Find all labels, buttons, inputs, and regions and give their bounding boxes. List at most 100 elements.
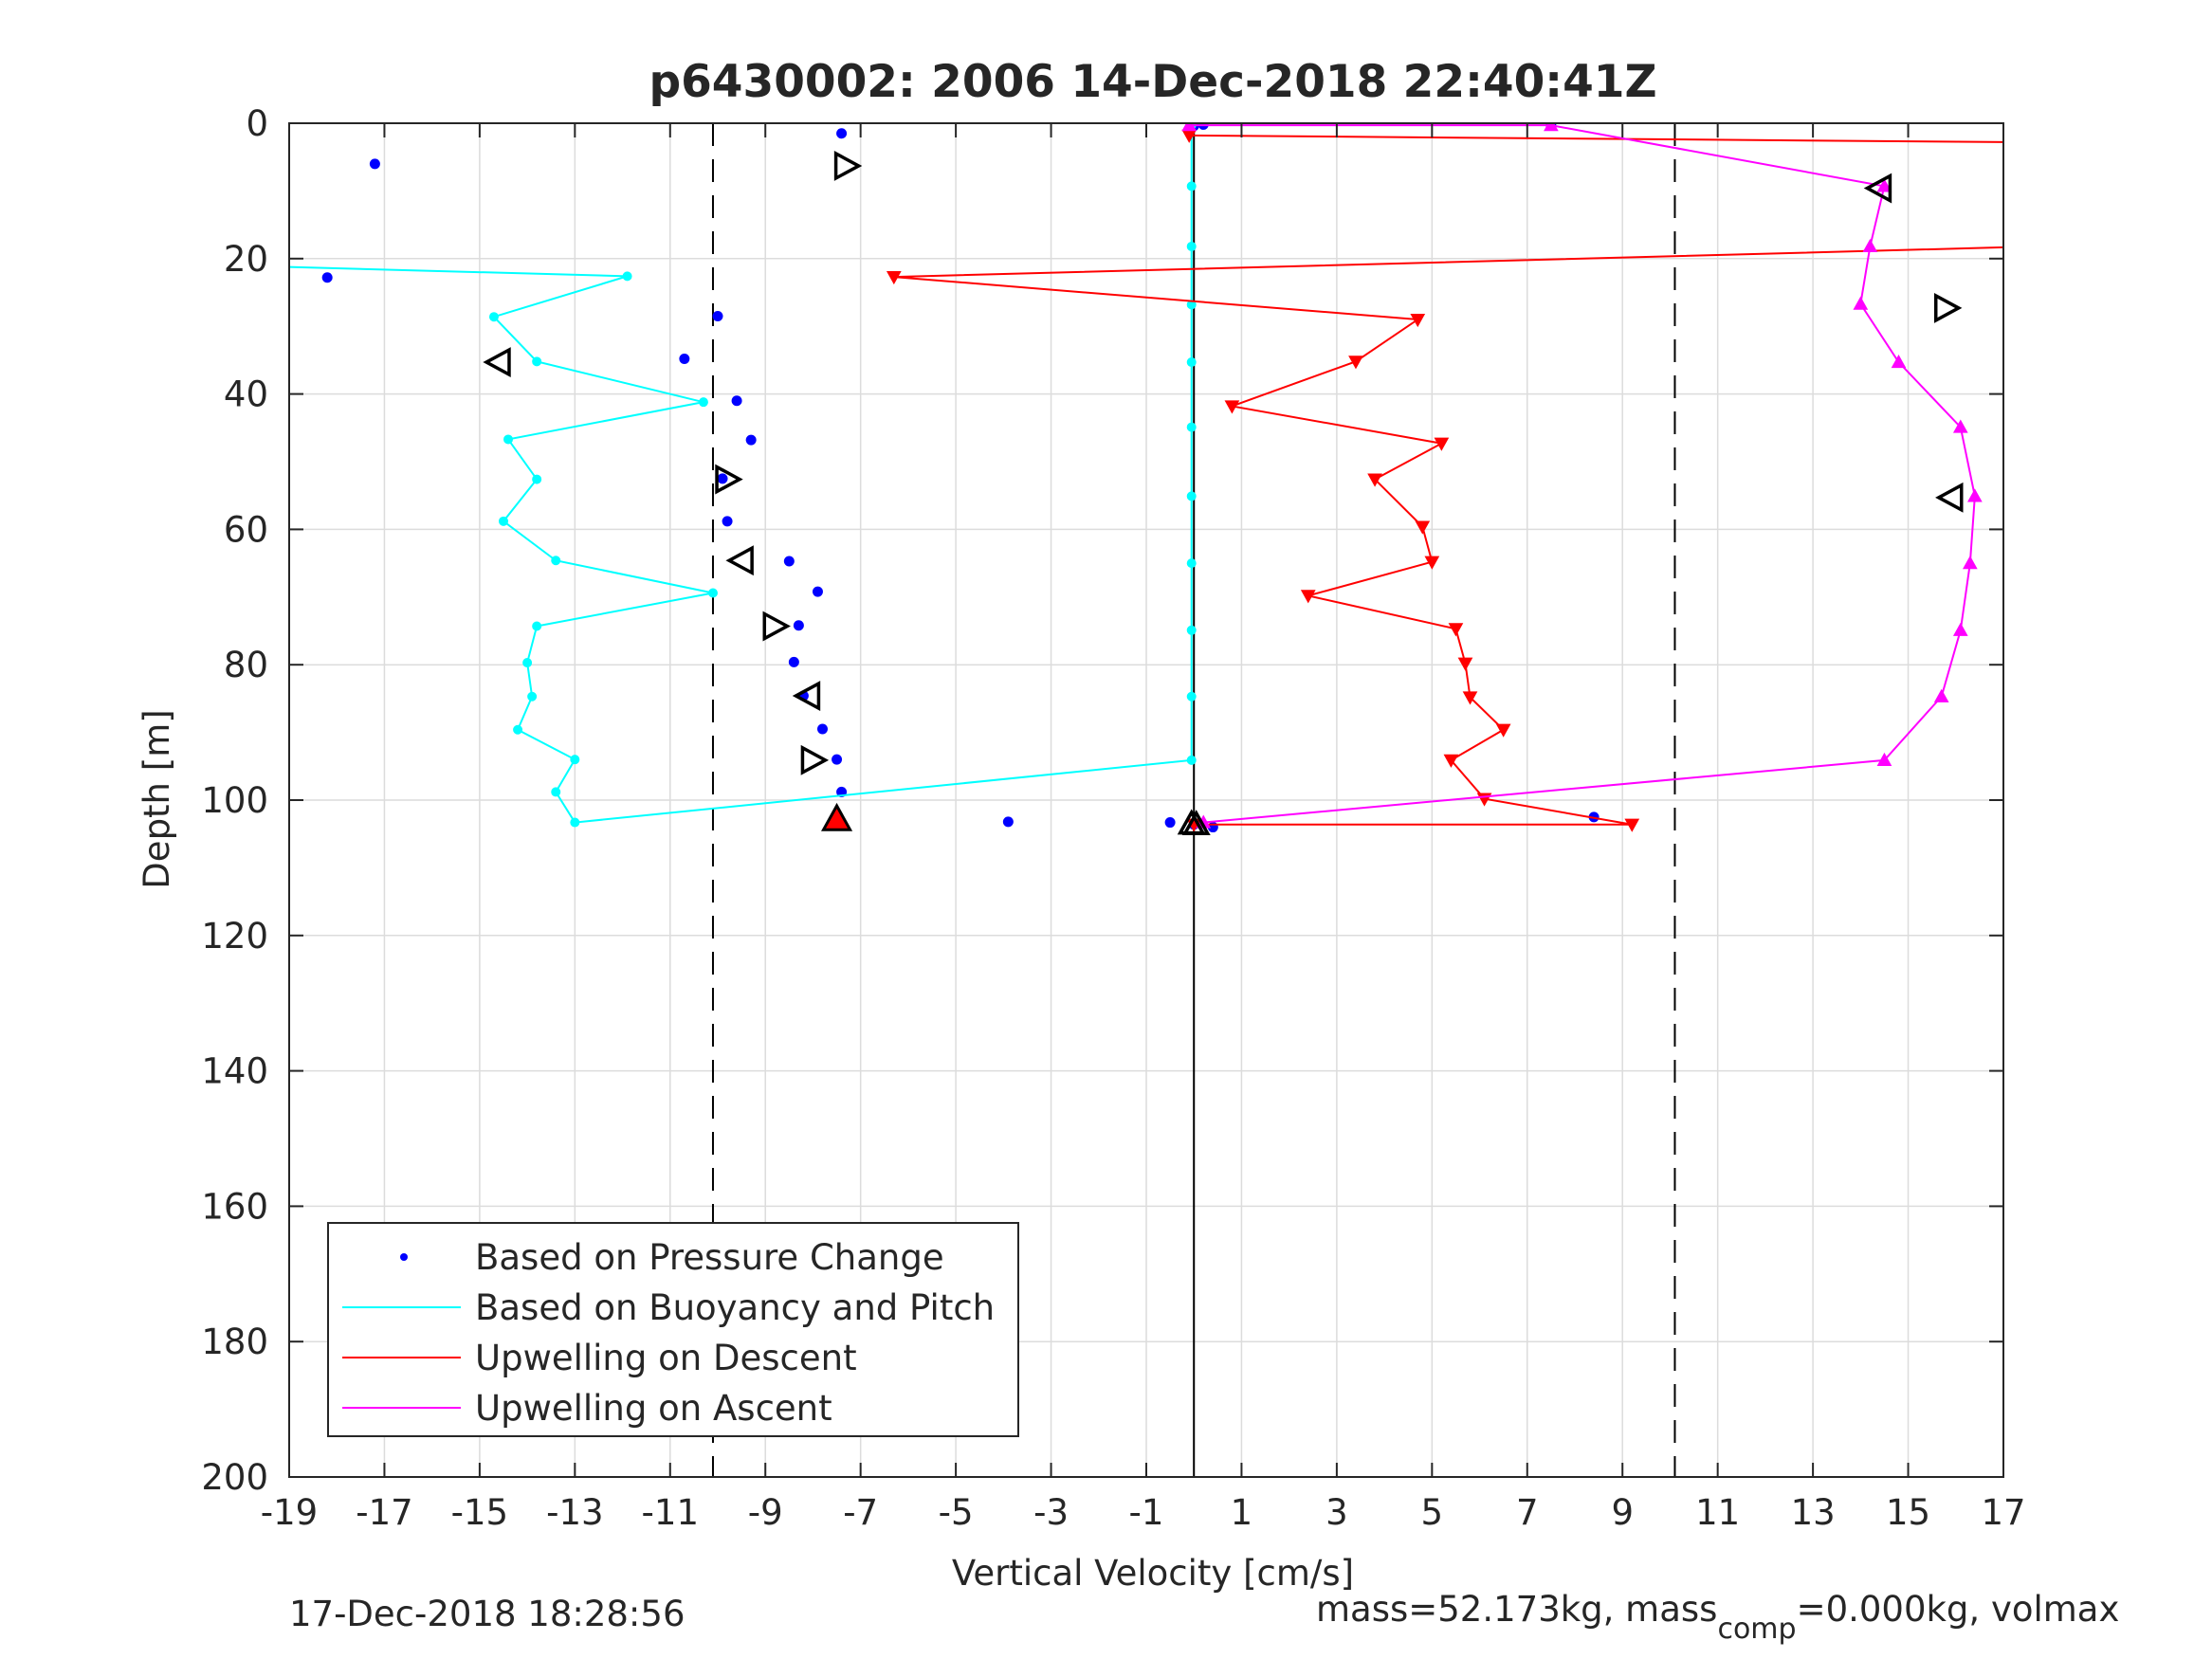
based-on-pressure-changepoint [1164, 817, 1176, 829]
red-up-triangle-marker [821, 802, 853, 831]
x-tick-label: -3 [1033, 1492, 1069, 1533]
x-tick-label: 7 [1516, 1492, 1539, 1533]
upwelling-on-descentpoint [2006, 137, 2020, 149]
x-tick-label: -17 [356, 1492, 412, 1533]
based-on-buoyancy-and-pitchpoint [513, 724, 523, 735]
based-on-buoyancy-and-pitchpoint [488, 312, 499, 322]
upwelling-on-ascentpoint [1876, 752, 1892, 766]
y-tick-label: 100 [201, 780, 268, 821]
upwelling-on-ascentpoint [1891, 355, 1907, 369]
based-on-pressure-changepoint [712, 310, 723, 321]
based-on-buoyancy-and-pitchpoint [1186, 491, 1197, 501]
x-tick-label: -1 [1129, 1492, 1164, 1533]
based-on-buoyancy-and-pitchpoint [551, 556, 561, 566]
x-tick-label: -7 [843, 1492, 878, 1533]
based-on-pressure-changepoint [1002, 816, 1014, 828]
based-on-pressure-changepoint [717, 473, 728, 484]
based-on-pressure-changepoint [745, 434, 757, 446]
legend-label: Upwelling on Ascent [475, 1388, 832, 1429]
based-on-pressure-changepoint [321, 272, 333, 283]
based-on-buoyancy-and-pitchpoint [1186, 755, 1197, 765]
legend-label: Based on Buoyancy and Pitch [475, 1287, 995, 1328]
based-on-pressure-changepoint [788, 656, 799, 667]
x-tick-label: -13 [546, 1492, 603, 1533]
based-on-pressure-changepoint [722, 516, 733, 527]
y-tick-label: 40 [224, 374, 268, 415]
x-tick-label: -15 [451, 1492, 508, 1533]
based-on-pressure-changepoint [679, 353, 690, 364]
right-triangle-marker [800, 744, 830, 775]
based-on-pressure-changepoint [816, 723, 828, 735]
based-on-buoyancy-and-pitchpoint [1186, 558, 1197, 569]
upwelling-on-descentpoint [1443, 754, 1459, 768]
upwelling-on-ascentpoint [1933, 688, 1949, 702]
legend-label: Based on Pressure Change [475, 1237, 944, 1278]
upwelling-on-ascentpoint [1952, 622, 1968, 636]
based-on-buoyancy-and-pitchpoint [522, 658, 533, 668]
x-tick-label: -19 [261, 1492, 318, 1533]
upwelling-on-ascentpoint [1544, 123, 1559, 132]
based-on-pressure-changepoint [832, 754, 843, 765]
based-on-buoyancy-and-pitchseries-line [289, 125, 1193, 824]
legend-box [327, 1222, 1019, 1437]
left-triangle-marker [725, 545, 754, 576]
x-tick-label: 13 [1791, 1492, 1836, 1533]
based-on-buoyancy-and-pitchpoint [707, 588, 718, 598]
based-on-buoyancy-and-pitchpoint [1186, 625, 1197, 635]
footer-mass-subscript: comp [1717, 1613, 1796, 1646]
left-triangle-marker [1935, 482, 1964, 513]
y-axis-label: Depth [m] [137, 709, 177, 888]
based-on-buoyancy-and-pitchpoint [1186, 357, 1197, 368]
y-tick-label: 20 [224, 239, 268, 280]
based-on-buoyancy-and-pitchpoint [532, 474, 542, 484]
legend-dot-swatch [400, 1253, 408, 1261]
upwelling-on-descentpoint [1415, 520, 1431, 535]
right-triangle-marker [762, 611, 791, 642]
y-tick-label: 200 [201, 1457, 268, 1498]
legend-label: Upwelling on Descent [475, 1338, 857, 1378]
chart-title: p6430002: 2006 14-Dec-2018 22:40:41Z [649, 56, 1656, 108]
footer-timestamp: 17-Dec-2018 18:28:56 [289, 1594, 685, 1634]
upwelling-on-descentpoint [2006, 242, 2020, 254]
x-tick-label: 1 [1231, 1492, 1253, 1533]
plot-series-group [275, 123, 2020, 836]
upwelling-on-ascentpoint [1876, 178, 1892, 192]
based-on-pressure-changepoint [836, 128, 848, 139]
based-on-buoyancy-and-pitchpoint [622, 271, 632, 282]
based-on-buoyancy-and-pitchpoint [532, 356, 542, 367]
upwelling-on-descentpoint [1424, 556, 1440, 570]
right-triangle-marker [833, 151, 863, 181]
black-up-triangle-marker [1181, 810, 1211, 836]
x-tick-label: -11 [642, 1492, 699, 1533]
upwelling-on-descentpoint [1624, 818, 1640, 832]
x-tick-label: 11 [1695, 1492, 1740, 1533]
based-on-buoyancy-and-pitchpoint [1186, 422, 1197, 432]
y-tick-label: 180 [201, 1322, 268, 1362]
left-triangle-marker [483, 347, 511, 377]
upwelling-on-ascentpoint [1967, 488, 1983, 502]
right-triangle-marker [715, 464, 743, 495]
upwelling-on-descentpoint [1448, 623, 1464, 637]
upwelling-on-ascentpoint [1952, 419, 1968, 433]
upwelling-on-descentpoint [1224, 400, 1240, 414]
footer-mass-info: mass=52.173kg, masscomp=0.000kg, volmax [1316, 1589, 2119, 1646]
upwelling-on-descentpoint [1348, 356, 1363, 370]
based-on-buoyancy-and-pitchpoint [1186, 241, 1197, 251]
y-tick-label: 120 [201, 916, 268, 957]
footer-mass-tail: =0.000kg, volmax [1797, 1589, 2120, 1630]
based-on-pressure-changepoint [793, 620, 804, 631]
upwelling-on-descentpoint [1462, 691, 1478, 705]
upwelling-on-descentpoint [1410, 313, 1426, 328]
x-tick-label: -5 [939, 1492, 974, 1533]
based-on-buoyancy-and-pitchpoint [570, 755, 580, 765]
based-on-buoyancy-and-pitchpoint [551, 787, 561, 797]
x-axis-label: Vertical Velocity [cm/s] [952, 1553, 1354, 1594]
based-on-buoyancy-and-pitchpoint [527, 691, 538, 702]
based-on-buoyancy-and-pitchpoint [532, 621, 542, 631]
based-on-buoyancy-and-pitchpoint [1186, 691, 1197, 702]
based-on-buoyancy-and-pitchpoint [275, 263, 283, 271]
x-tick-label: -9 [748, 1492, 783, 1533]
upwelling-on-descentseries-line [893, 134, 2003, 826]
x-tick-label: 5 [1421, 1492, 1444, 1533]
